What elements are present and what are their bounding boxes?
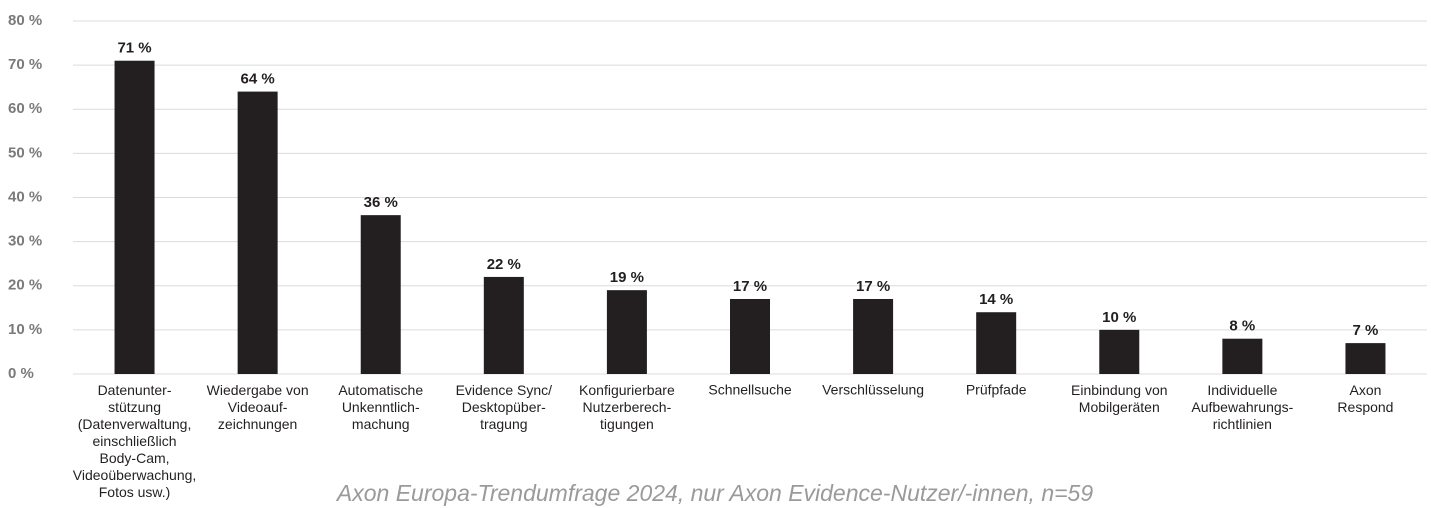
value-label: 7 % — [1353, 322, 1379, 339]
x-tick-label: Axon Respond — [1337, 382, 1393, 415]
bar — [114, 60, 155, 375]
x-tick-label: Schnellsuche — [708, 382, 791, 398]
x-tick-label: Prüfpfade — [966, 382, 1027, 398]
x-tick-label: Individuelle Aufbewahrungs-richtlinien — [1191, 382, 1293, 432]
value-label: 14 % — [979, 291, 1013, 308]
bar — [730, 298, 770, 374]
bar — [237, 91, 278, 374]
bar — [606, 290, 647, 374]
y-tick-label: 20 % — [8, 277, 42, 294]
bar — [1345, 343, 1386, 374]
value-label: 36 % — [364, 194, 398, 211]
value-label: 10 % — [1102, 309, 1136, 326]
y-tick-label: 50 % — [8, 144, 42, 161]
y-tick-label: 0 % — [8, 365, 34, 382]
value-label: 71 % — [117, 40, 151, 57]
y-tick-label: 70 % — [8, 56, 42, 73]
bar — [976, 312, 1017, 374]
y-tick-label: 30 % — [8, 233, 42, 250]
bar — [360, 215, 401, 374]
x-tick-label: Automatische Unkenntlich-machung — [338, 382, 423, 432]
y-tick-label: 60 % — [8, 100, 42, 117]
y-tick-label: 10 % — [8, 321, 42, 338]
x-tick-label: Evidence Sync/Desktopüber-tragung — [456, 382, 553, 432]
x-tick-label: Konfigurierbare Nutzerberech-tigungen — [579, 382, 675, 432]
bar — [1099, 329, 1140, 374]
bar — [853, 298, 894, 374]
x-tick-label: Datenunter-stützung (Datenverwaltung, eins… — [73, 382, 197, 500]
x-tick-label: Einbindung von Mobilgeräten — [1071, 382, 1168, 415]
bar — [1222, 338, 1263, 374]
y-tick-label: 40 % — [8, 188, 42, 205]
y-tick-label: 80 % — [8, 12, 42, 29]
x-tick-label: Wiedergabe von Videoauf-zeichnungen — [207, 382, 309, 432]
value-label: 64 % — [241, 71, 275, 88]
value-label: 22 % — [487, 256, 521, 273]
bar — [483, 276, 524, 374]
value-label: 17 % — [856, 278, 890, 295]
x-tick-label: Verschlüsselung — [822, 382, 924, 398]
value-label: 8 % — [1229, 318, 1255, 335]
caption: Axon Europa-Trendumfrage 2024, nur Axon … — [335, 480, 1093, 506]
value-label: 17 % — [733, 278, 767, 295]
value-label: 19 % — [610, 269, 644, 286]
